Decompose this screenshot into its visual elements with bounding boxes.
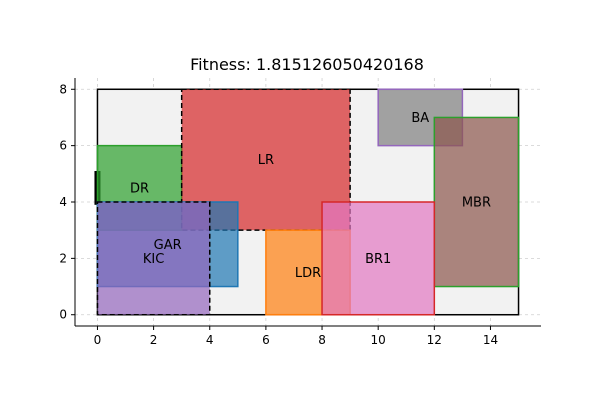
room-label-mbr: MBR — [462, 196, 491, 211]
room-mbr — [433, 116, 520, 288]
y-tick-label: 6 — [59, 139, 67, 153]
room-label-br1: BR1 — [365, 252, 391, 267]
x-tick-label: 14 — [483, 333, 498, 347]
x-tick-label: 4 — [206, 333, 214, 347]
room-label-kic: KIC — [143, 252, 164, 267]
y-tick-label: 4 — [59, 195, 67, 209]
x-tick-label: 6 — [262, 333, 270, 347]
x-tick-label: 2 — [150, 333, 158, 347]
y-tick-label: 8 — [59, 82, 67, 96]
x-tick-label: 8 — [318, 333, 326, 347]
room-label-dr: DR — [130, 181, 149, 196]
chart-title: Fitness: 1.815126050420168 — [190, 55, 424, 74]
room-br1 — [321, 201, 436, 316]
room-gar — [96, 201, 211, 316]
ticks-layer: 0 2 4 6 8 10 12 14 0 2 4 6 8 — [59, 82, 498, 347]
rooms-layer — [96, 88, 520, 316]
room-label-ba: BA — [411, 111, 429, 126]
room-label-ldr: LDR — [295, 266, 321, 281]
x-tick-label: 0 — [94, 333, 102, 347]
room-label-lr: LR — [258, 153, 274, 168]
room-label-gar: GAR — [154, 238, 182, 253]
x-tick-label: 10 — [371, 333, 386, 347]
x-tick-label: 12 — [427, 333, 442, 347]
y-tick-label: 0 — [59, 308, 67, 322]
y-tick-label: 2 — [59, 251, 67, 265]
